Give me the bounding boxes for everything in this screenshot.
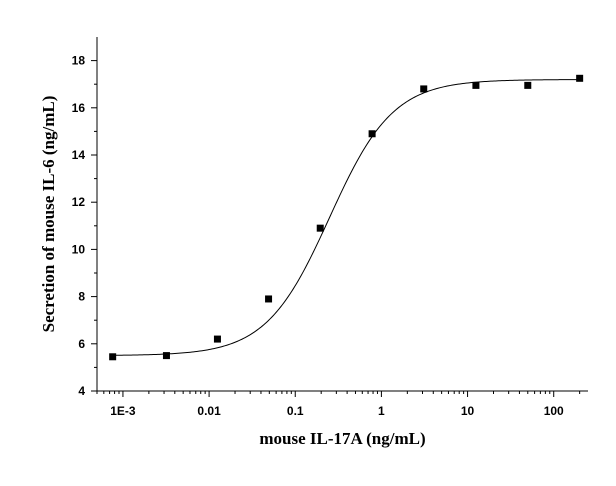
data-point xyxy=(420,85,428,93)
y-tick-label: 18 xyxy=(72,54,86,68)
x-tick-label: 1E-3 xyxy=(110,404,136,418)
x-tick-label: 0.1 xyxy=(287,404,304,418)
y-tick-label: 16 xyxy=(72,101,86,115)
y-axis-title: Secretion of mouse IL-6 (ng/mL) xyxy=(39,96,58,333)
data-point xyxy=(316,224,324,232)
data-point xyxy=(576,74,584,82)
x-tick-label: 0.01 xyxy=(197,404,221,418)
data-point xyxy=(472,81,480,89)
data-point xyxy=(524,81,532,89)
data-point xyxy=(109,353,117,361)
fit-curve xyxy=(112,79,580,356)
x-axis-ticks: 1E-3 0.01 0.1 1 10 100 xyxy=(96,391,581,418)
y-tick-label: 4 xyxy=(78,384,85,398)
data-point xyxy=(265,295,273,303)
x-tick-label: 10 xyxy=(461,404,475,418)
y-tick-label: 14 xyxy=(72,148,86,162)
y-tick-label: 10 xyxy=(72,242,86,256)
data-points xyxy=(109,74,584,361)
data-point xyxy=(213,335,221,343)
y-tick-label: 8 xyxy=(78,290,85,304)
fit-curve-group xyxy=(112,79,580,356)
data-point xyxy=(368,130,376,138)
y-tick-label: 6 xyxy=(78,337,85,351)
axes xyxy=(96,37,588,392)
data-point xyxy=(162,352,170,360)
y-axis-ticks: 4 6 8 10 12 14 16 18 xyxy=(72,54,97,398)
x-tick-label: 1 xyxy=(378,404,385,418)
y-tick-label: 12 xyxy=(72,195,86,209)
x-tick-label: 100 xyxy=(544,404,564,418)
x-axis-title: mouse IL-17A (ng/mL) xyxy=(259,429,425,448)
